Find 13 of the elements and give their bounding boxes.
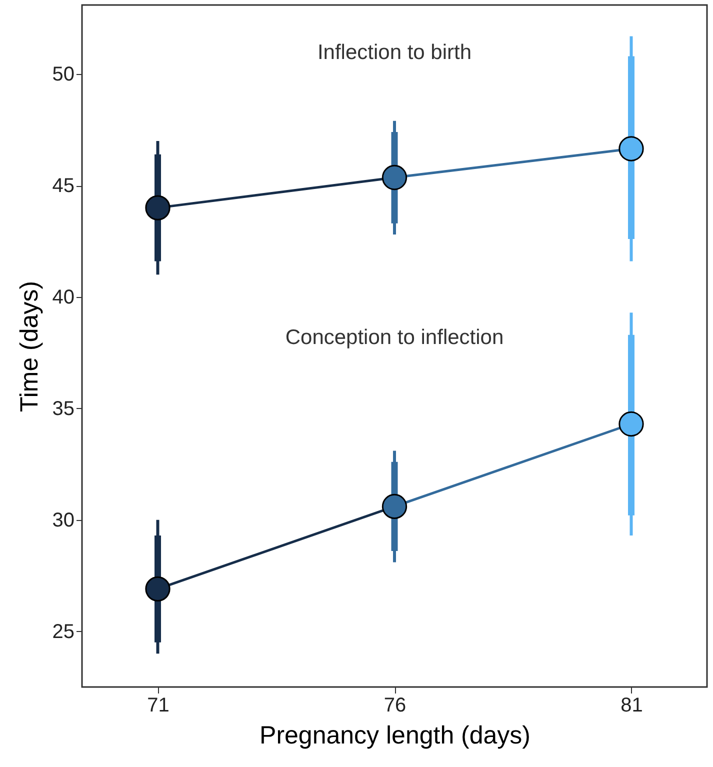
- y-tick-label: 40: [52, 286, 74, 308]
- y-tick-label: 25: [52, 620, 74, 643]
- x-axis-title: Pregnancy length (days): [260, 722, 530, 750]
- x-tick-label: 81: [620, 694, 643, 716]
- y-tick-label: 30: [52, 509, 74, 532]
- y-tick-label: 35: [52, 398, 74, 420]
- y-axis-title: Time (days): [15, 280, 44, 412]
- x-tick-label: 76: [384, 694, 406, 716]
- annotation: Conception to inflection: [285, 326, 504, 349]
- y-tick-label: 50: [52, 64, 74, 86]
- y-tick-label: 45: [52, 175, 74, 198]
- x-tick-label: 71: [147, 694, 170, 716]
- annotation: Inflection to birth: [317, 41, 472, 64]
